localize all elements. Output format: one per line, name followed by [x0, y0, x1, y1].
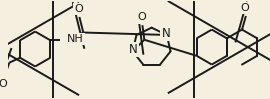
Text: NH: NH: [67, 34, 83, 44]
Text: N: N: [129, 43, 138, 56]
Text: O: O: [0, 79, 7, 89]
Text: O: O: [137, 12, 146, 22]
Text: O: O: [74, 4, 83, 14]
Text: O: O: [241, 3, 249, 13]
Text: N: N: [161, 27, 170, 40]
